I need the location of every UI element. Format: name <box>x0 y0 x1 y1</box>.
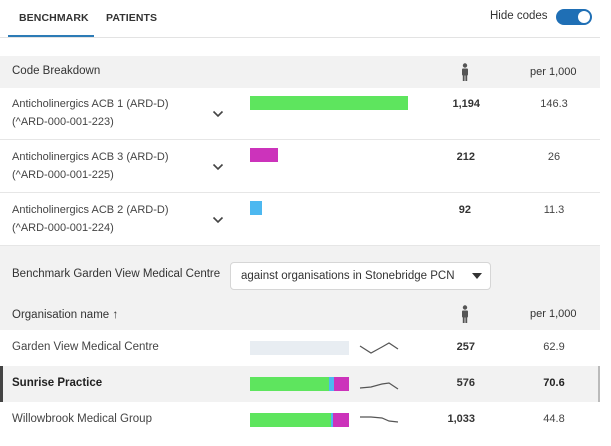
code-name: Anticholinergics ACB 2 (ARD-D) <box>12 204 169 216</box>
code-name: Anticholinergics ACB 3 (ARD-D) <box>12 151 169 163</box>
person-icon <box>462 305 468 323</box>
benchmark-label: Benchmark Garden View Medical Centre <box>12 268 221 280</box>
org-bar <box>250 341 349 355</box>
code-count: 1,194 <box>452 98 480 110</box>
tab-patients[interactable]: PATIENTS <box>106 12 158 24</box>
org-count: 576 <box>456 377 475 389</box>
org-count: 1,033 <box>447 413 475 425</box>
hide-codes-toggle[interactable] <box>556 9 592 25</box>
benchmark-select-value: against organisations in Stonebridge PCN <box>241 270 455 282</box>
benchmark-select[interactable]: against organisations in Stonebridge PCN <box>230 262 491 290</box>
org-bar <box>250 377 349 391</box>
chevron-down-icon[interactable] <box>212 110 224 118</box>
org-bar <box>250 413 349 427</box>
code-breakdown-title: Code Breakdown <box>12 65 101 77</box>
code-row: Anticholinergics ACB 1 (ARD-D) (^ARD-000… <box>0 88 600 140</box>
tab-bar: BENCHMARK PATIENTS Hide codes <box>0 0 600 38</box>
org-row[interactable]: Garden View Medical Centre 257 62.9 <box>0 330 600 366</box>
organisation-name-label: Organisation name <box>12 309 110 321</box>
org-bar-segment <box>250 413 332 427</box>
org-name: Garden View Medical Centre <box>12 341 159 353</box>
chevron-down-icon[interactable] <box>212 163 224 171</box>
trend-sparkline <box>359 342 399 354</box>
org-count: 257 <box>456 341 475 353</box>
code-breakdown-header: Code Breakdown per 1,000 <box>0 56 600 88</box>
code-name: Anticholinergics ACB 1 (ARD-D) <box>12 98 169 110</box>
per-1000-header: per 1,000 <box>530 308 577 320</box>
org-name: Willowbrook Medical Group <box>12 413 152 425</box>
code-count: 212 <box>456 151 475 163</box>
trend-sparkline <box>360 416 399 423</box>
sort-up-arrow-icon: ↑ <box>112 307 119 321</box>
org-bar-segment <box>333 413 349 427</box>
hide-codes-label: Hide codes <box>490 10 548 22</box>
org-bar-segment <box>250 377 330 391</box>
org-bar-segment <box>329 377 335 391</box>
toggle-knob <box>578 11 590 23</box>
chevron-down-icon[interactable] <box>212 216 224 224</box>
org-row[interactable]: Willowbrook Medical Group 1,033 44.8 <box>0 402 600 438</box>
tab-benchmark[interactable]: BENCHMARK <box>19 12 89 24</box>
per-1000-header: per 1,000 <box>530 66 577 78</box>
org-row-selected[interactable]: Sunrise Practice 576 70.6 <box>0 366 600 402</box>
active-tab-indicator <box>8 35 94 37</box>
code-bar <box>250 201 262 215</box>
org-rate: 44.8 <box>543 413 565 425</box>
organisation-name-sort-header[interactable]: Organisation name ↑ <box>12 307 118 321</box>
org-rate: 70.6 <box>543 377 565 389</box>
org-name: Sunrise Practice <box>12 377 103 389</box>
org-rate: 62.9 <box>543 341 565 353</box>
code-id: (^ARD-000-001-224) <box>12 222 114 234</box>
code-count: 92 <box>458 204 471 216</box>
code-id: (^ARD-000-001-225) <box>12 169 114 181</box>
code-row: Anticholinergics ACB 2 (ARD-D) (^ARD-000… <box>0 193 600 246</box>
person-icon <box>462 63 468 81</box>
org-bar-segment <box>334 377 349 391</box>
code-bar <box>250 96 408 110</box>
caret-down-icon <box>472 273 482 279</box>
code-rate: 26 <box>547 151 561 163</box>
trend-sparkline <box>359 382 399 390</box>
org-bar-segment <box>331 413 334 427</box>
code-id: (^ARD-000-001-223) <box>12 116 114 128</box>
code-rate: 146.3 <box>540 98 568 110</box>
code-rate: 11.3 <box>543 204 565 216</box>
code-row: Anticholinergics ACB 3 (ARD-D) (^ARD-000… <box>0 140 600 193</box>
code-bar <box>250 148 278 162</box>
